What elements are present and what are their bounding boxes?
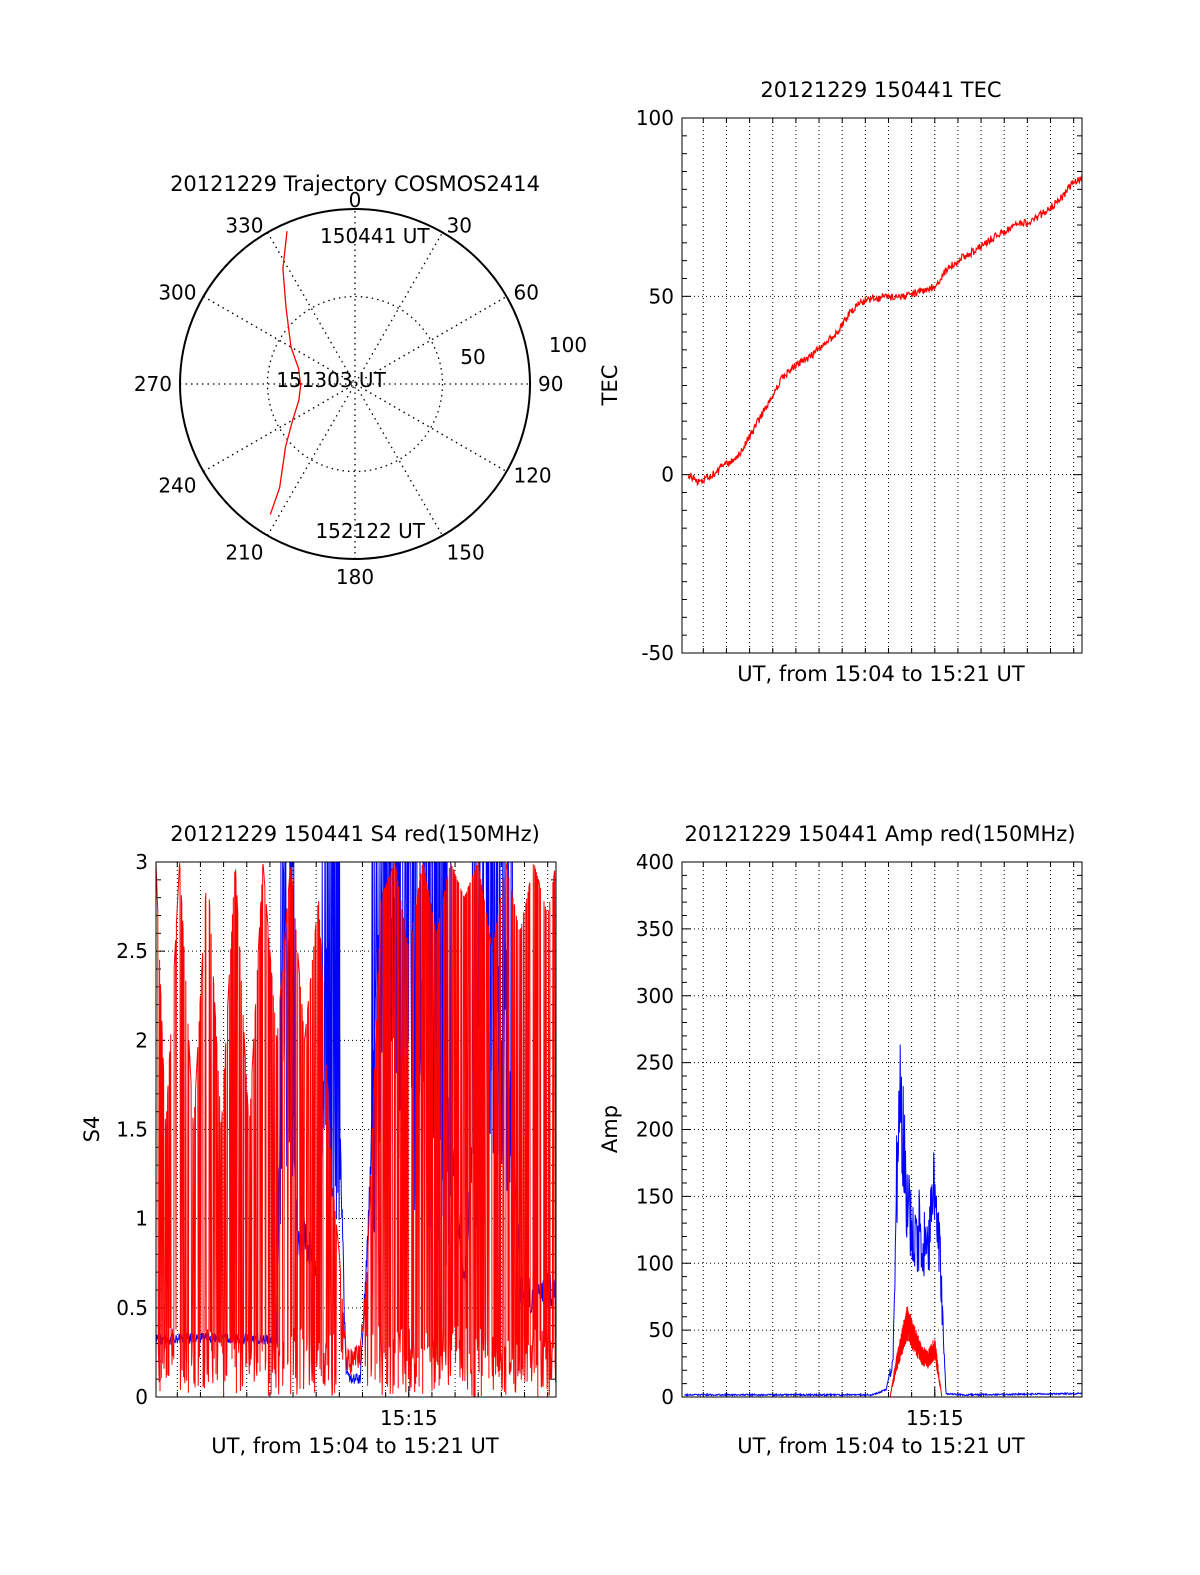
s4-series-line-1 <box>156 862 556 1397</box>
y-tick-label: 3 <box>135 850 148 874</box>
polar-angle-label-150: 150 <box>447 540 485 564</box>
amp-series-line-0 <box>684 1044 1082 1397</box>
polar-angle-label-120: 120 <box>513 464 551 488</box>
y-tick-label: 250 <box>636 1051 674 1075</box>
s4-grid <box>156 862 556 1397</box>
y-tick-label: 1.5 <box>116 1118 148 1142</box>
y-tick-label: 150 <box>636 1184 674 1208</box>
tec-minor-ticks <box>682 118 1082 653</box>
s4-x-ticks: 15:15 <box>380 1387 438 1430</box>
y-tick-label: 2.5 <box>116 939 148 963</box>
polar-angle-label-0: 0 <box>349 188 362 212</box>
amp-grid <box>682 862 1082 1397</box>
x-tick-label: 15:15 <box>380 1406 438 1430</box>
trajectory-mid-label: 151303 UT <box>276 368 386 392</box>
polar-angle-label-330: 330 <box>225 214 263 238</box>
y-tick-label: 0.5 <box>116 1296 148 1320</box>
tec-x-label: UT, from 15:04 to 15:21 UT <box>737 662 1025 686</box>
y-tick-label: 0 <box>135 1385 148 1409</box>
polar-grid <box>180 209 530 559</box>
amp-title: 20121229 150441 Amp red(150MHz) <box>684 822 1075 846</box>
polar-spoke <box>203 295 507 473</box>
x-tick-label: 15:15 <box>906 1406 964 1430</box>
trajectory-start-label: 150441 UT <box>320 224 430 248</box>
tec-y-ticks: -50 0 50 100 <box>636 106 1082 665</box>
y-tick-label: 100 <box>636 1251 674 1275</box>
trajectory-title: 20121229 Trajectory COSMOS2414 <box>170 172 540 196</box>
polar-angle-label-210: 210 <box>225 540 263 564</box>
y-tick-label: 0 <box>661 463 674 487</box>
polar-spoke <box>266 232 444 536</box>
polar-radius-label-100: 100 <box>549 333 587 357</box>
s4-x-label: UT, from 15:04 to 15:21 UT <box>211 1434 499 1458</box>
amp-panel: 20121229 150441 Amp red(150MHz) 0 50 100 15… <box>598 822 1083 1458</box>
polar-angle-labels: 0 30 60 90 120 150 180 210 240 270 300 330 <box>134 188 564 589</box>
y-tick-label: 350 <box>636 917 674 941</box>
y-tick-label: -50 <box>641 641 674 665</box>
s4-frame <box>155 861 557 1398</box>
trajectory-panel: 20121229 Trajectory COSMOS2414 0 30 60 90 12… <box>134 172 587 589</box>
y-tick-label: 2 <box>135 1028 148 1052</box>
amp-minor-ticks <box>682 862 1082 1397</box>
s4-series <box>156 862 556 1397</box>
tec-title: 20121229 150441 TEC <box>760 78 1001 102</box>
polar-spoke <box>266 232 444 536</box>
y-tick-label: 50 <box>649 284 674 308</box>
tec-panel: 20121229 150441 TEC -50 0 50 100 UT, from 1… <box>598 78 1083 686</box>
s4-panel: 20121229 150441 S4 red(150MHz) 0 0.5 1 1.5 2… <box>80 822 557 1458</box>
polar-angle-label-300: 300 <box>158 281 196 305</box>
polar-outer-circle <box>179 208 531 560</box>
polar-spoke <box>203 295 507 473</box>
s4-title: 20121229 150441 S4 red(150MHz) <box>170 822 540 846</box>
polar-angle-label-90: 90 <box>538 372 563 396</box>
y-tick-label: 300 <box>636 984 674 1008</box>
y-tick-label: 1 <box>135 1207 148 1231</box>
polar-radius-label-50: 50 <box>460 345 485 369</box>
polar-ring-50 <box>266 295 444 473</box>
trajectory-end-label: 152122 UT <box>315 519 425 543</box>
trajectory-track <box>269 231 302 515</box>
tec-frame <box>681 117 1083 654</box>
y-tick-label: 50 <box>649 1318 674 1342</box>
s4-y-label: S4 <box>80 1116 104 1143</box>
polar-angle-label-270: 270 <box>134 372 172 396</box>
amp-x-ticks: 15:15 <box>906 1387 964 1430</box>
polar-angle-label-30: 30 <box>447 214 472 238</box>
tec-y-label: TEC <box>598 365 622 407</box>
amp-y-label: Amp <box>598 1105 622 1153</box>
y-tick-label: 0 <box>661 1385 674 1409</box>
amp-series-line-1 <box>889 1306 943 1397</box>
amp-frame <box>681 861 1083 1398</box>
polar-angle-label-240: 240 <box>158 474 196 498</box>
amp-x-label: UT, from 15:04 to 15:21 UT <box>737 1434 1025 1458</box>
y-tick-label: 400 <box>636 850 674 874</box>
y-tick-label: 200 <box>636 1118 674 1142</box>
polar-angle-label-60: 60 <box>513 281 538 305</box>
tec-series <box>687 174 1082 487</box>
polar-angle-label-180: 180 <box>336 565 374 589</box>
amp-series <box>684 1044 1082 1397</box>
y-tick-label: 100 <box>636 106 674 130</box>
tec-series-line-0 <box>687 174 1082 487</box>
